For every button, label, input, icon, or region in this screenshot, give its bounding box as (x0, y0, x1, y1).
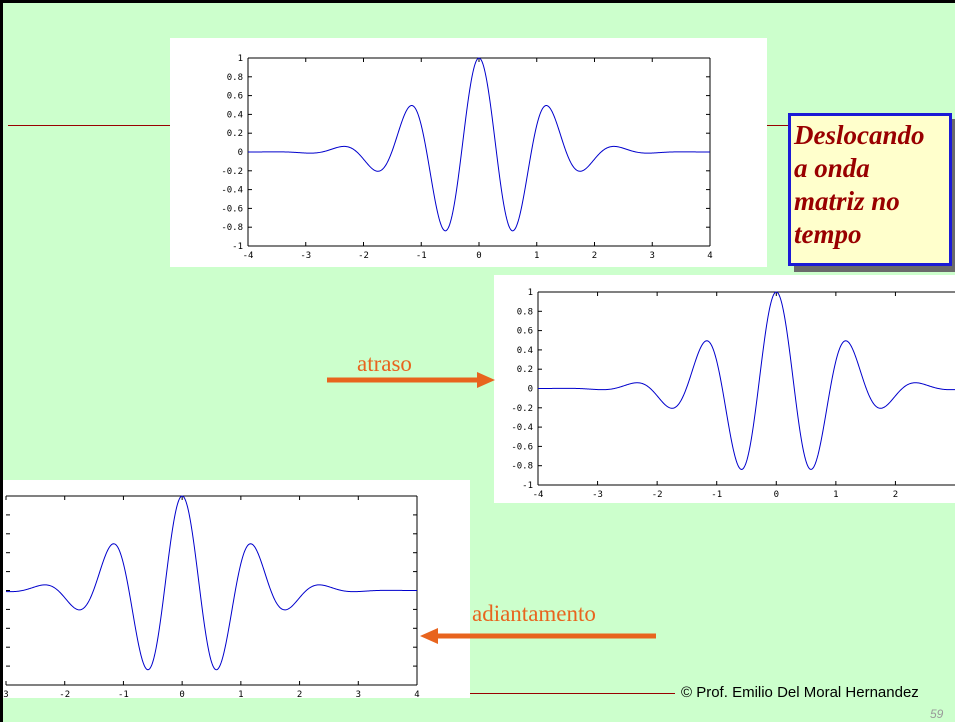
delay-label: atraso (357, 351, 412, 376)
axes-frame (6, 495, 418, 686)
plot-delayed: 1 0.8 0.6 0.4 0.2 0 -0.2 -0.4 -0.6 -0.8 -1 -4 -3 -2 -1… (494, 275, 955, 503)
y-tick-label: 0.8 (227, 73, 243, 83)
x-tick-label: 1 (534, 251, 539, 261)
x-tick-label: -1 (711, 490, 722, 500)
y-tick-label: 0.2 (227, 129, 243, 139)
header-rule-right (766, 125, 790, 126)
x-tick-label: 1 (833, 490, 838, 500)
y-tick-label: 0.2 (517, 365, 533, 375)
x-tick-label: 0 (774, 490, 779, 500)
plot-delayed-svg: 10.80.60.40.20-0.2-0.4-0.6-0.8-1-4 -3 -2 -1… (511, 288, 955, 500)
advance-label: adiantamento (472, 601, 596, 626)
footer-credit: © Prof. Emilio Del Moral Hernandez (681, 684, 919, 701)
x-tick-label: 4 (707, 251, 712, 261)
x-tick-label: 2 (297, 690, 302, 698)
y-tick-label: 1 (238, 54, 243, 64)
page-number: 59 (930, 707, 944, 721)
footer-rule (470, 693, 675, 694)
delay-arrow (327, 372, 495, 388)
y-tick-label: -0.2 (511, 404, 533, 414)
plot-advanced-svg: 3 -2 -1 0 1 2 3 4 (3, 495, 420, 698)
x-tick-label: 0 (179, 690, 184, 698)
x-tick-label: 4 (414, 690, 419, 698)
y-tick-label: -0.4 (221, 186, 243, 196)
x-tick-label: 0 (476, 251, 481, 261)
x-tick-label: -4 (533, 490, 544, 500)
y-tick-label: -1 (522, 481, 533, 491)
axes-frame (247, 57, 711, 247)
x-tick-label: 1 (238, 690, 243, 698)
title-line-3: matriz no (794, 186, 900, 216)
wavelet-series-line (248, 57, 710, 232)
y-tick-label: 0.6 (227, 92, 243, 102)
x-tick-label: -4 (243, 251, 254, 261)
title-line-4: tempo (794, 219, 862, 249)
title-line-2: a onda (794, 153, 870, 183)
y-tick-label: 0.4 (517, 346, 533, 356)
plot-advanced: 3 -2 -1 0 1 2 3 4 (3, 480, 470, 698)
y-tick-label: -0.8 (221, 223, 243, 233)
y-tick-label: -0.6 (511, 442, 533, 452)
x-tick-label: -3 (300, 251, 311, 261)
x-tick-label: 3 (3, 690, 8, 698)
wavelet-series-line (5, 495, 417, 671)
title-line-1: Deslocando (794, 120, 925, 150)
wavelet-series-line (538, 291, 955, 470)
y-tick-label: -0.6 (221, 204, 243, 214)
x-tick-label: -1 (416, 251, 427, 261)
x-tick-label: -1 (118, 690, 129, 698)
advance-arrow (420, 628, 656, 644)
x-tick-label: -2 (358, 251, 369, 261)
y-tick-label: 0 (238, 148, 243, 158)
x-tick-label: 3 (650, 251, 655, 261)
plot-reference: 1 0.8 0.6 0.4 0.2 0 -0.2 -0.4 -0.6 -0.8 -1 -4 -3 -2 -1… (170, 38, 767, 267)
x-tick-label: -2 (59, 690, 70, 698)
y-tick-label: -1 (232, 242, 243, 252)
title-box: Deslocando a onda matriz no tempo (788, 113, 952, 266)
y-tick-label: -0.4 (511, 423, 533, 433)
y-tick-label: -0.8 (511, 462, 533, 472)
x-tick-label: -2 (652, 490, 663, 500)
x-tick-label: -3 (592, 490, 603, 500)
x-tick-label: 3 (356, 690, 361, 698)
y-tick-label: 0 (528, 385, 533, 395)
y-tick-label: 0.4 (227, 110, 243, 120)
y-tick-label: 1 (528, 288, 533, 298)
plot-reference-svg: 10.80.60.40.20-0.2-0.4-0.6-0.8-1-4 -3 -2 -1… (221, 54, 712, 261)
x-tick-label: 2 (893, 490, 898, 500)
y-tick-label: -0.2 (221, 167, 243, 177)
axes-frame (537, 291, 955, 486)
x-tick-label: 2 (592, 251, 597, 261)
header-rule-left (8, 125, 170, 126)
y-tick-label: 0.6 (517, 327, 533, 337)
y-tick-label: 0.8 (517, 307, 533, 317)
